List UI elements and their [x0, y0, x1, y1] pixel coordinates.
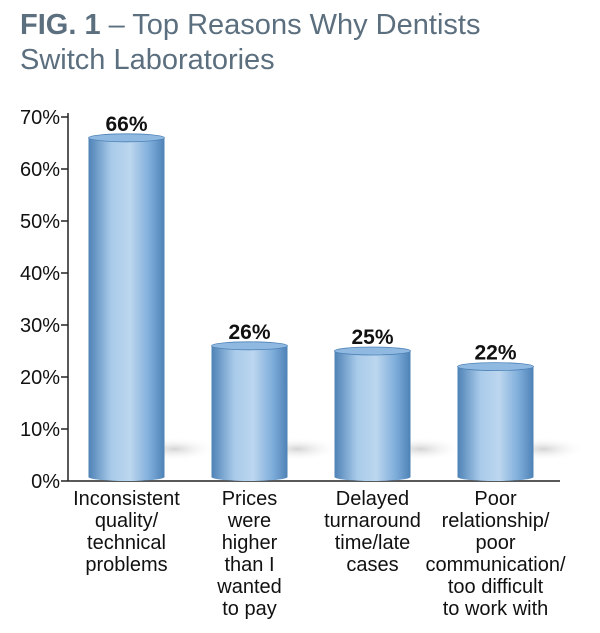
- y-tick-label: 40%: [20, 263, 60, 285]
- chart-title: FIG. 1 – Top Reasons Why Dentists Switch…: [20, 8, 480, 78]
- y-tick-label: 50%: [20, 211, 60, 233]
- data-label: 26%: [228, 321, 270, 344]
- title-text-1: – Top Reasons Why Dentists: [100, 9, 481, 41]
- category-label-line: higher: [222, 532, 278, 554]
- category-label: Poor relationship/poor communication/too d…: [425, 488, 566, 620]
- figure-label: FIG. 1: [20, 9, 101, 41]
- bars: [88, 133, 534, 482]
- data-label: 66%: [105, 113, 147, 136]
- bar: [334, 351, 411, 481]
- category-label-line: poor: [475, 532, 515, 554]
- y-tick-label: 10%: [20, 419, 60, 441]
- category-label-line: to pay: [222, 598, 276, 620]
- category-label-line: time/late: [335, 532, 411, 554]
- category-label-line: Prices: [222, 488, 278, 510]
- category-label-line: communication/: [425, 554, 566, 576]
- category-label-line: Inconsistent: [73, 488, 180, 510]
- bar-top-cap: [334, 346, 411, 356]
- y-tick-label: 60%: [20, 159, 60, 181]
- category-label: Delayed turnaround time/late cases: [324, 488, 421, 576]
- y-tick-label: 0%: [31, 471, 60, 493]
- data-label: 22%: [474, 342, 516, 365]
- bar: [88, 137, 165, 482]
- category-label-line: than I: [224, 554, 274, 576]
- category-label-line: relationship/: [442, 510, 550, 532]
- category-label-line: cases: [346, 554, 398, 576]
- bar-top-cap: [457, 362, 534, 372]
- data-label: 25%: [351, 326, 393, 349]
- y-tick-label: 20%: [20, 367, 60, 389]
- bar: [211, 345, 288, 481]
- category-label-line: to work with: [443, 598, 549, 620]
- category-label-line: technical: [87, 532, 166, 554]
- category-label-line: problems: [85, 554, 167, 576]
- y-tick-label: 70%: [20, 107, 60, 129]
- category-label-line: turnaround: [324, 510, 421, 532]
- category-label: Inconsistent quality/technical problems: [73, 488, 180, 576]
- y-tick-label: 30%: [20, 315, 60, 337]
- bar-top-cap: [211, 341, 288, 351]
- axes: [61, 113, 560, 482]
- category-label-line: Poor: [474, 488, 517, 510]
- category-label-line: too difficult: [448, 576, 544, 598]
- title-line-2: Switch Laboratories: [20, 44, 275, 76]
- title-line-1: FIG. 1 – Top Reasons Why Dentists: [20, 8, 480, 43]
- category-label-line: wanted: [216, 576, 282, 598]
- category-label-line: were: [227, 510, 271, 532]
- category-label-line: Delayed: [336, 488, 409, 510]
- bar-top-cap: [88, 133, 165, 143]
- labels: 0% 10% 20% 30% 40% 50% 60% 70% 66% Inconsistent qu…: [20, 107, 566, 620]
- category-label-line: quality/: [95, 510, 159, 532]
- bar: [457, 366, 534, 481]
